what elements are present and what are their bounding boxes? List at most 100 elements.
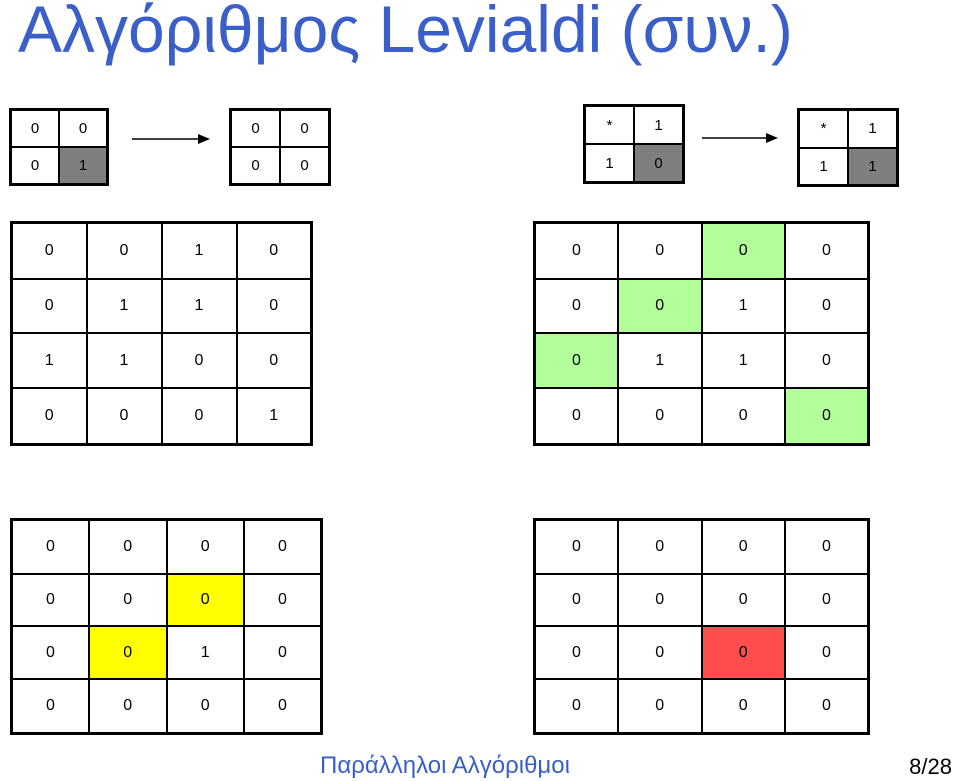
grid-cell: 0 — [85, 387, 163, 446]
grid-cell: 0 — [784, 332, 870, 390]
grid-cell: 0 — [700, 678, 786, 735]
grid-cell: 0 — [88, 572, 168, 628]
grid-cell: 0 — [533, 625, 619, 681]
grid-cell: 1 — [583, 143, 635, 184]
grid-cell: 0 — [10, 678, 90, 735]
grid-cell: 0 — [533, 277, 619, 335]
grid-cell: 0 — [229, 108, 281, 148]
grid-cell: 1 — [85, 332, 163, 390]
grid-cell: 1 — [85, 277, 163, 335]
grid-cell: 0 — [533, 678, 619, 735]
grid-cell: 0 — [243, 572, 323, 628]
grid-cell: 0 — [784, 387, 870, 446]
grid-cell: 0 — [10, 518, 90, 575]
grid-cell: 1 — [617, 332, 703, 390]
grid-cell: 0 — [279, 108, 331, 148]
grid-cell: 0 — [617, 625, 703, 681]
grid-cell: 1 — [160, 221, 238, 280]
grid-cell: 0 — [243, 518, 323, 575]
grid-cell: 0 — [617, 678, 703, 735]
grid-cell: 0 — [533, 221, 619, 280]
grid-cell: 0 — [784, 277, 870, 335]
grid-cell: 1 — [700, 332, 786, 390]
grid-cell: 1 — [633, 104, 685, 145]
grid-cell: 1 — [235, 387, 313, 446]
grid-cell: 0 — [235, 277, 313, 335]
footer-title: Παράλληλοι Αλγόριθμοι — [320, 752, 570, 779]
grid-cell: 0 — [617, 387, 703, 446]
grid-row: * 1 — [583, 104, 685, 145]
rule2-after-grid: * 1 1 1 — [797, 108, 899, 187]
grid-cell: 0 — [160, 332, 238, 390]
grid-cell: 0 — [617, 277, 703, 335]
grid-cell: 0 — [88, 518, 168, 575]
grid-cell: 1 — [58, 146, 109, 186]
grid-cell: 1 — [165, 625, 245, 681]
grid-cell: 0 — [165, 678, 245, 735]
grid-cell: 0 — [617, 221, 703, 280]
grid-cell: 1 — [10, 332, 88, 390]
grid-cell: 0 — [633, 143, 685, 184]
grid-cell: 0 — [617, 572, 703, 628]
rule2-arrow-icon — [702, 133, 778, 143]
grid-cell: 0 — [533, 518, 619, 575]
grid-cell: 1 — [847, 108, 899, 149]
grid-cell: 0 — [229, 146, 281, 186]
grid-cell: 0 — [700, 572, 786, 628]
grid-cell: 0 — [700, 625, 786, 681]
grid-cell: 0 — [9, 146, 60, 186]
grid-cell: 0 — [160, 387, 238, 446]
grid-cell: 0 — [10, 572, 90, 628]
rule1-arrow-icon — [132, 134, 210, 144]
grid-cell: * — [797, 108, 849, 149]
grid-cell: 0 — [235, 221, 313, 280]
grid-cell: 0 — [700, 221, 786, 280]
grid-cell: 0 — [243, 625, 323, 681]
grid-cell: * — [583, 104, 635, 145]
grid-cell: 0 — [88, 625, 168, 681]
grid-cell: 0 — [235, 332, 313, 390]
page-number: 8/28 — [909, 754, 952, 779]
grid-cell: 0 — [784, 678, 870, 735]
grid-cell: 1 — [847, 146, 899, 187]
grid-cell: 0 — [243, 678, 323, 735]
grid-cell: 0 — [533, 332, 619, 390]
grid-cell: 0 — [784, 518, 870, 575]
grid-row: * 1 — [797, 108, 899, 149]
slide-title: Αλγόριθμος Levialdi (συν.) — [18, 0, 793, 66]
grid-cell: 0 — [10, 387, 88, 446]
grid-cell: 0 — [279, 146, 331, 186]
grid-cell: 0 — [784, 625, 870, 681]
grid-cell: 0 — [784, 221, 870, 280]
grid-cell: 0 — [10, 221, 88, 280]
grid-cell: 0 — [165, 518, 245, 575]
grid-cell: 0 — [165, 572, 245, 628]
grid-cell: 0 — [9, 108, 60, 148]
grid-cell: 0 — [85, 221, 163, 280]
